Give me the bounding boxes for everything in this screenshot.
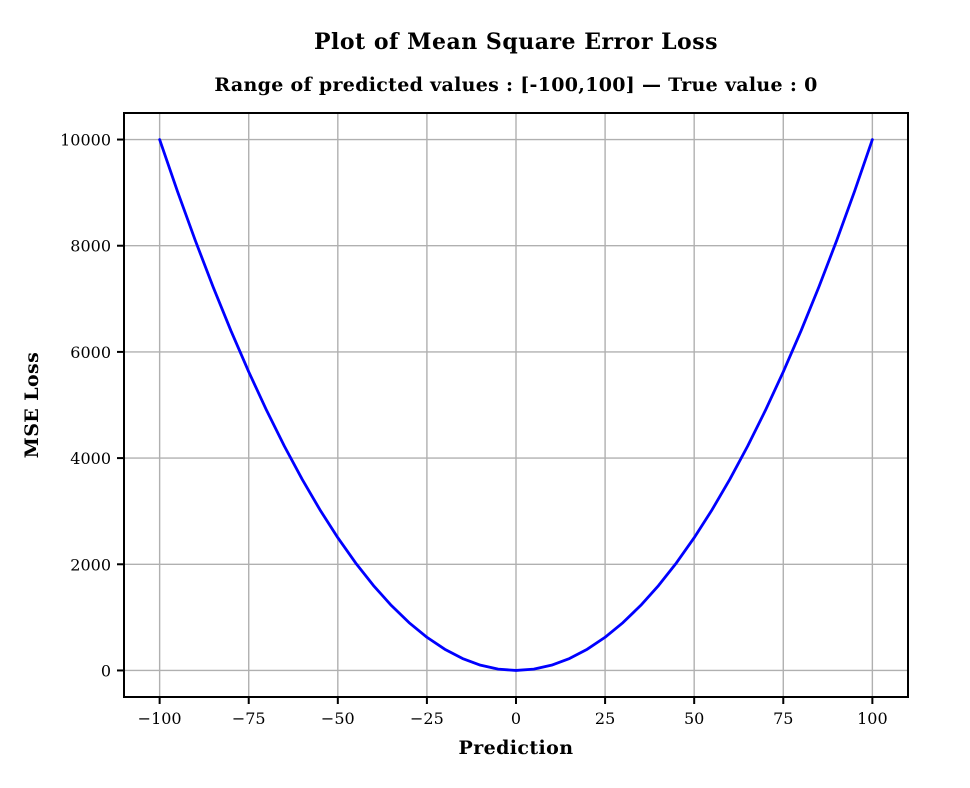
- y-tick-label: 2000: [70, 555, 111, 574]
- y-tick-label: 6000: [70, 343, 111, 362]
- x-tick-label: 100: [857, 709, 888, 728]
- chart-title: Plot of Mean Square Error Loss: [313, 29, 718, 55]
- y-tick-label: 0: [101, 661, 111, 680]
- x-tick-label: −100: [138, 709, 182, 728]
- x-tick-label: −75: [232, 709, 266, 728]
- x-tick-label: 50: [684, 709, 704, 728]
- x-tick-label: −25: [410, 709, 444, 728]
- y-axis-label: MSE Loss: [21, 351, 43, 459]
- x-tick-label: −50: [321, 709, 355, 728]
- mse-loss-curve: [158, 138, 874, 672]
- y-tick-label: 4000: [70, 449, 111, 468]
- y-tick-label: 10000: [60, 131, 111, 150]
- x-tick-label: 0: [511, 709, 521, 728]
- x-axis-label: Prediction: [458, 737, 574, 759]
- x-tick-label: 25: [595, 709, 615, 728]
- x-tick-label: 75: [773, 709, 793, 728]
- chart-subtitle: Range of predicted values : [-100,100] —…: [214, 74, 818, 96]
- y-tick-label: 8000: [70, 237, 111, 256]
